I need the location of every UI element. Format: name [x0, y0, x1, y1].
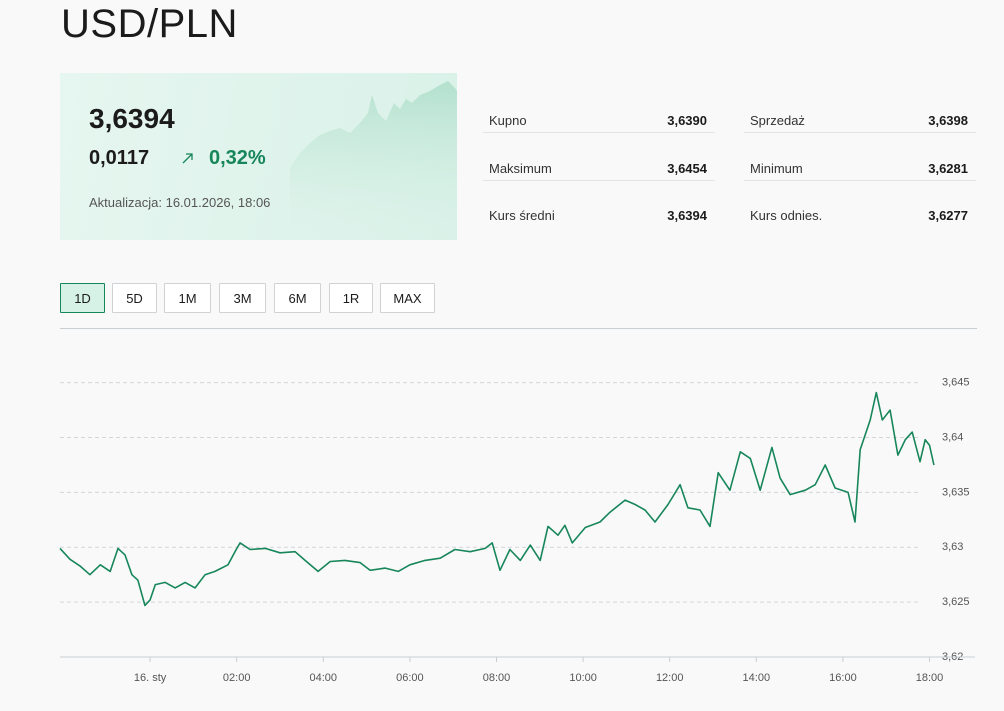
stat-label: Sprzedaż: [750, 113, 805, 128]
quote-panel: 3,6394 0,0117 0,32% Aktualizacja: 16.01.…: [60, 73, 457, 240]
x-tick-label: 10:00: [569, 672, 597, 684]
up-arrow-icon: [182, 153, 193, 164]
x-tick-label: 16:00: [829, 672, 857, 684]
stat-value: 3,6277: [928, 208, 968, 223]
stat-row: Kupno 3,6390: [483, 85, 715, 133]
y-tick-label: 3,63: [942, 541, 963, 553]
separator: [60, 328, 977, 329]
stat-row: Kurs odnies. 3,6277: [744, 180, 976, 227]
update-time: Aktualizacja: 16.01.2026, 18:06: [89, 195, 271, 210]
range-button[interactable]: 1R: [329, 283, 373, 313]
stat-row: Sprzedaż 3,6398: [744, 85, 976, 133]
stat-label: Minimum: [750, 160, 803, 176]
range-button[interactable]: 1D: [60, 283, 105, 313]
stat-row: Maksimum 3,6454: [483, 133, 715, 181]
stat-label: Kupno: [489, 113, 527, 128]
stat-label: Maksimum: [489, 160, 552, 176]
price: 3,6394: [89, 103, 175, 134]
range-button[interactable]: 3M: [219, 283, 266, 313]
range-button[interactable]: 5D: [112, 283, 157, 313]
y-tick-label: 3,645: [942, 377, 970, 389]
x-tick-label: 06:00: [396, 672, 424, 684]
change-percent: 0,32%: [209, 147, 266, 169]
stat-label: Kurs średni: [489, 208, 555, 223]
range-button[interactable]: 1M: [164, 283, 211, 313]
price-line: [59, 391, 935, 607]
y-tick-label: 3,64: [942, 431, 963, 443]
x-tick-label: 14:00: [743, 672, 771, 684]
range-button[interactable]: 6M: [274, 283, 321, 313]
stat-value: 3,6454: [667, 160, 707, 176]
range-button[interactable]: MAX: [380, 283, 435, 313]
stat-row: Minimum 3,6281: [744, 133, 976, 181]
page-title: USD/PLN: [61, 2, 238, 46]
stat-value: 3,6281: [928, 160, 968, 176]
x-tick-label: 12:00: [656, 672, 684, 684]
stat-value: 3,6390: [667, 113, 707, 128]
stat-value: 3,6398: [928, 113, 968, 128]
y-tick-label: 3,635: [942, 486, 970, 498]
y-tick-label: 3,625: [942, 596, 970, 608]
decorative-sparkline: [290, 81, 457, 240]
stat-label: Kurs odnies.: [750, 208, 823, 223]
change: 0,0117: [89, 147, 150, 169]
x-tick-label: 02:00: [223, 672, 251, 684]
x-tick-label: 04:00: [310, 672, 338, 684]
x-tick-label: 16. sty: [134, 672, 167, 684]
x-tick-label: 08:00: [483, 672, 511, 684]
stat-row: Kurs średni 3,6394: [483, 180, 715, 227]
stat-value: 3,6394: [667, 208, 707, 223]
x-tick-label: 18:00: [916, 672, 944, 684]
